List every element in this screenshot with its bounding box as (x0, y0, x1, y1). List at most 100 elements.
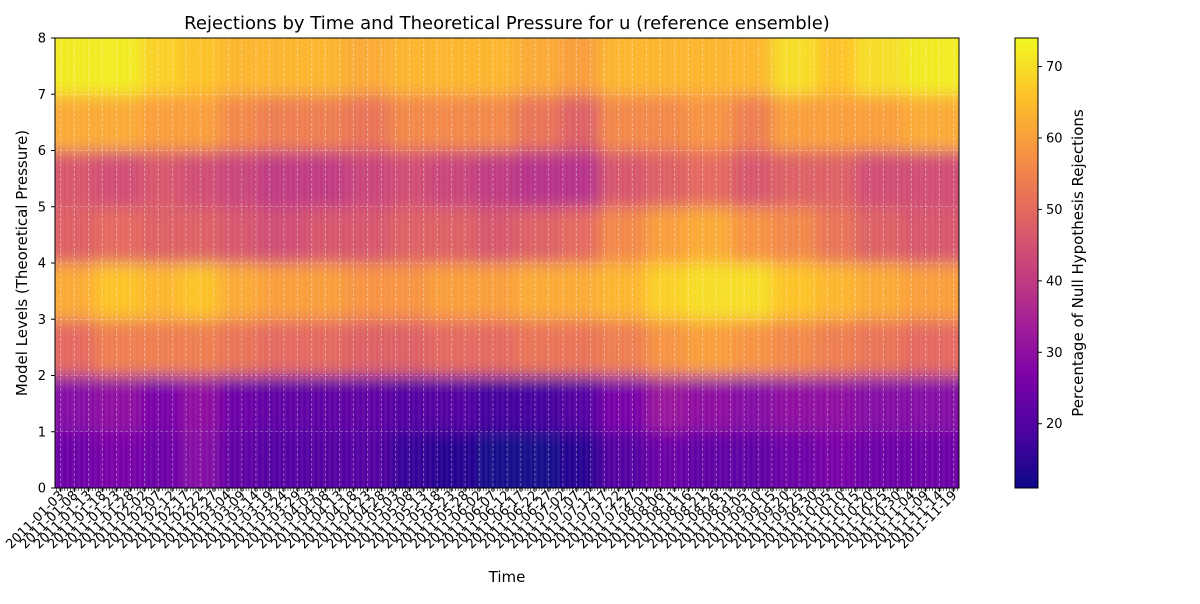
heatmap-cell (55, 431, 95, 488)
heatmap-cell (258, 150, 307, 208)
heatmap-cell (560, 38, 600, 95)
heatmap-cell (476, 94, 516, 152)
heatmap-cell (816, 319, 857, 377)
y-tick-label: 4 (38, 257, 46, 272)
time-strip (233, 38, 237, 488)
heatmap-cell (685, 38, 734, 95)
time-strip (562, 38, 566, 488)
time-strip (551, 38, 555, 488)
heatmap-cell (646, 150, 687, 208)
time-strip (797, 38, 800, 488)
heatmap-cell (903, 206, 959, 264)
heatmap-cell (733, 206, 773, 264)
heatmap-cell (428, 263, 477, 320)
time-strip (746, 38, 750, 488)
level-boundary (855, 374, 904, 377)
y-tick-label: 7 (38, 88, 46, 103)
heatmap-cell (599, 375, 648, 433)
heatmap-cell (816, 375, 857, 433)
time-strip (652, 38, 655, 488)
heatmap-cell (428, 206, 477, 264)
time-strip (82, 38, 86, 488)
heatmap-cell (733, 38, 773, 95)
time-strip (467, 38, 471, 488)
heatmap-cell (476, 319, 516, 377)
y-tick-label: 5 (38, 200, 46, 215)
heatmap-cell (903, 263, 959, 320)
heatmap-cell (903, 94, 959, 152)
level-boundary (219, 374, 260, 377)
heatmap-cell (94, 431, 143, 488)
colorbar-gradient (1014, 37, 1039, 489)
heatmap-cell (599, 319, 648, 377)
heatmap-cell (141, 206, 182, 264)
colorbar-tick-label: 60 (1046, 132, 1063, 147)
time-strip (473, 38, 477, 488)
heatmap-cell (855, 94, 904, 152)
heatmap-cell (428, 319, 477, 377)
heatmap-cell (855, 38, 904, 95)
heatmap-cell (733, 319, 773, 377)
time-strip (367, 38, 371, 488)
level-boundary (772, 374, 818, 377)
time-strip (897, 38, 901, 488)
heatmap-cell (515, 431, 561, 488)
heatmap-cell (94, 375, 143, 433)
y-tick-label: 1 (38, 425, 46, 440)
time-strip (177, 38, 181, 488)
time-strip (278, 38, 281, 488)
time-strip (456, 38, 460, 488)
time-strip (71, 38, 75, 488)
colorbar-tick-label: 70 (1046, 60, 1063, 75)
time-strip (227, 38, 231, 488)
heatmap-cell (55, 94, 95, 152)
heatmap-cell (219, 38, 260, 95)
heatmap-cell (141, 263, 182, 320)
chart-title: Rejections by Time and Theoretical Press… (184, 13, 830, 34)
time-strip (613, 38, 616, 488)
heatmap-cell (560, 94, 600, 152)
heatmap-cell (258, 38, 307, 95)
heatmap-cell (685, 150, 734, 208)
heatmap-cell (476, 431, 516, 488)
time-strip (216, 38, 220, 488)
time-strip (507, 38, 510, 488)
heatmap-cell (476, 206, 516, 264)
heatmap-cell (219, 263, 260, 320)
heatmap-cell (816, 263, 857, 320)
y-axis: 0 1 2 3 4 5 6 7 8 (38, 32, 55, 497)
time-strip (713, 38, 717, 488)
heatmap-cell (94, 263, 143, 320)
heatmap-cell (599, 206, 648, 264)
heatmap-cell (560, 375, 600, 433)
heatmap-cell (428, 38, 477, 95)
heatmap-cell (772, 375, 818, 433)
heatmap-cell (685, 94, 734, 152)
colorbar-tick-label: 30 (1046, 346, 1063, 361)
heatmap-cell (55, 375, 95, 433)
heatmap-cell (141, 375, 182, 433)
heatmap-cell (219, 431, 260, 488)
heatmap-cell (855, 431, 904, 488)
level-boundary (94, 374, 143, 377)
heatmap-cell (646, 38, 687, 95)
colorbar-tick-label: 40 (1046, 274, 1063, 289)
heatmap-cell (733, 94, 773, 152)
time-strip (417, 38, 421, 488)
heatmap-cell (94, 150, 143, 208)
heatmap-cell (219, 150, 260, 208)
heatmap-cell (599, 263, 648, 320)
heatmap-cell (428, 431, 477, 488)
heatmap-cell (646, 319, 687, 377)
heatmap-cell (599, 94, 648, 152)
level-boundary (685, 374, 734, 377)
heatmap-cell (94, 206, 143, 264)
time-strip (77, 38, 81, 488)
heatmap-cell (733, 375, 773, 433)
time-strip (852, 38, 856, 488)
heatmap-cell (515, 150, 561, 208)
heatmap-cell (772, 38, 818, 95)
heatmap-cell (855, 206, 904, 264)
heatmap-cells (55, 38, 959, 488)
